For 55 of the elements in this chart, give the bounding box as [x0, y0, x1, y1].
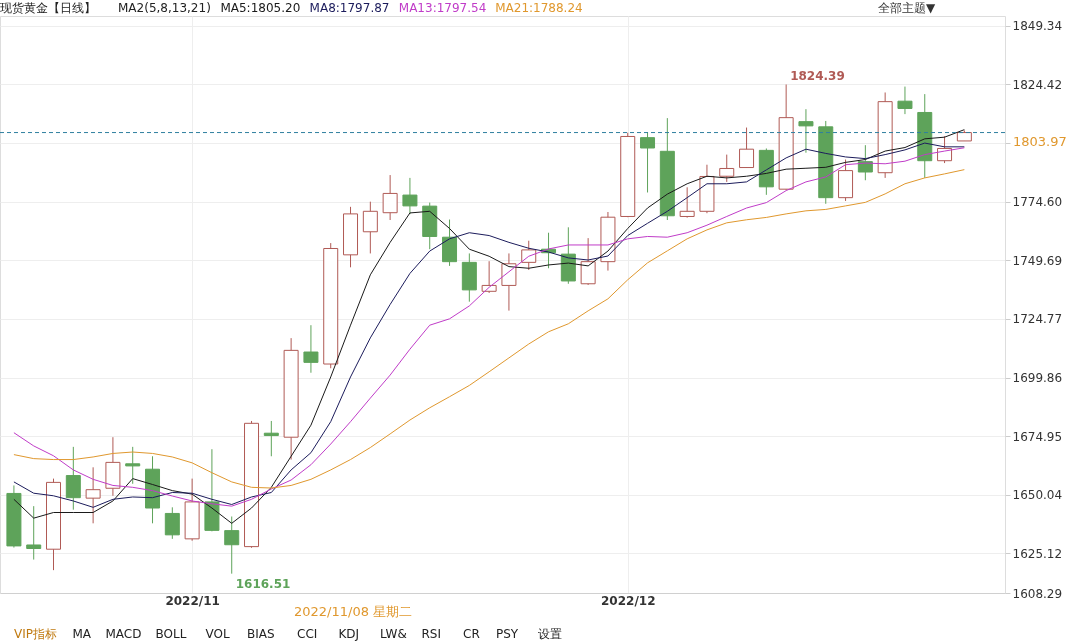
- y-tick-label: 1824.42: [1012, 77, 1063, 92]
- text: CR: [463, 627, 480, 641]
- y-tick-label: 1699.86: [1012, 371, 1063, 386]
- annotation: 1616.51: [235, 576, 291, 591]
- y-tick-label: 1724.77: [1012, 312, 1063, 327]
- candlestick: [640, 131, 656, 193]
- text: BIAS: [247, 627, 275, 641]
- text: MA13:1797.54: [398, 1, 487, 15]
- candlestick: [85, 466, 101, 524]
- text: MA21:1788.24: [495, 1, 583, 15]
- text: KDJ: [338, 627, 360, 641]
- candlestick: [224, 516, 240, 575]
- text: MA8:1797.87: [309, 1, 390, 15]
- text: VOL: [205, 627, 230, 641]
- x-tick-label: 2022/12: [601, 593, 656, 608]
- text: LW&: [380, 627, 407, 641]
- y-tick-label: 1625.12: [1012, 546, 1063, 561]
- candlestick: [580, 237, 596, 286]
- candlestick: [402, 177, 418, 215]
- candlestick: [26, 505, 42, 561]
- candlestick: [382, 174, 398, 221]
- candlestick: [897, 86, 913, 115]
- text: VIP指标: [14, 627, 57, 641]
- text: 全部主题▼: [878, 1, 936, 15]
- candlestick: [739, 127, 755, 169]
- ref-line-label: 1803.97: [1013, 133, 1067, 149]
- text: 2022/11/08 星期二: [294, 604, 413, 619]
- y-tick-label: 1674.95: [1012, 429, 1063, 444]
- candlestick: [164, 506, 180, 540]
- y-tick-label: 1608.29: [1012, 586, 1063, 601]
- candlestick: [125, 446, 141, 485]
- legend-title: MA2(5,8,13,21): [118, 1, 211, 15]
- text: BOLL: [155, 627, 187, 641]
- y-tick-label: 1749.69: [1012, 253, 1063, 268]
- chart-title: 现货黄金【日线】: [0, 1, 96, 15]
- candlestick: [263, 420, 279, 457]
- y-tick-label: 1774.60: [1012, 195, 1063, 210]
- candlestick: [857, 144, 873, 181]
- text: MACD: [105, 627, 142, 641]
- candlestick: [303, 324, 319, 374]
- y-tick-label: 1849.34: [1012, 19, 1063, 34]
- y-tick-label: 1650.04: [1012, 488, 1063, 503]
- text: 设置: [537, 627, 562, 641]
- text: MA5:1805.20: [220, 1, 301, 15]
- text: MA: [72, 627, 92, 641]
- candlestick: [798, 108, 814, 154]
- candlestick: [679, 186, 695, 219]
- x-tick-label: 2022/11: [165, 593, 220, 608]
- candlestick: [719, 154, 735, 183]
- candlestick: [362, 201, 378, 254]
- annotation: 1824.39: [790, 69, 845, 84]
- text: CCI: [297, 627, 318, 641]
- candlestick: [65, 446, 81, 511]
- text: PSY: [496, 627, 519, 641]
- text: RSI: [421, 627, 441, 641]
